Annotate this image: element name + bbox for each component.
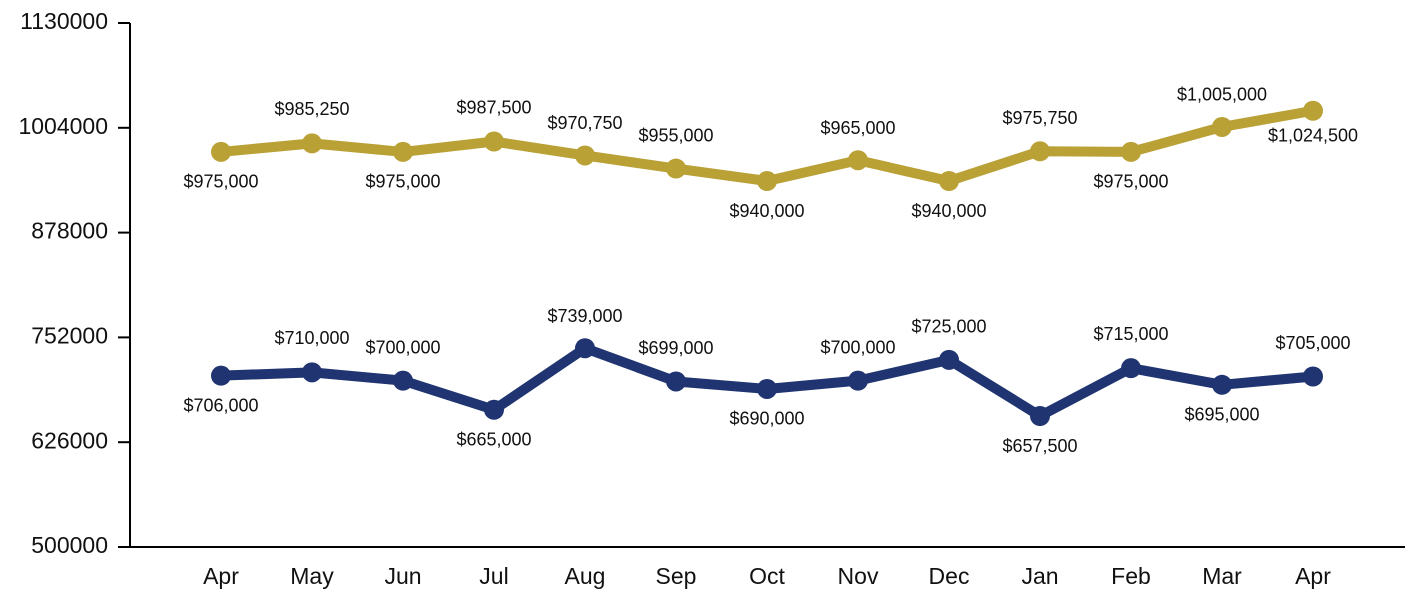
point xyxy=(757,171,777,192)
x-tick-label: Sep xyxy=(656,563,697,589)
point xyxy=(484,131,504,152)
point xyxy=(1030,406,1050,426)
value-label: $715,000 xyxy=(1093,324,1168,344)
y-tick-label: 878000 xyxy=(31,218,108,244)
value-label: $965,000 xyxy=(820,118,895,138)
value-label: $975,750 xyxy=(1002,108,1077,128)
value-label: $1,024,500 xyxy=(1268,125,1358,145)
x-tick-label: Jul xyxy=(479,563,508,589)
point xyxy=(848,150,868,171)
value-label: $975,000 xyxy=(365,172,440,192)
x-tick-label: Apr xyxy=(203,563,239,589)
value-label: $940,000 xyxy=(729,201,804,221)
point xyxy=(393,141,413,162)
point xyxy=(939,171,959,192)
value-label: $739,000 xyxy=(547,306,622,326)
point xyxy=(666,371,686,392)
x-tick-label: Oct xyxy=(749,563,785,589)
point xyxy=(484,399,504,420)
x-tick-label: Dec xyxy=(929,563,970,589)
point xyxy=(575,145,595,166)
point xyxy=(1303,366,1323,387)
point xyxy=(848,370,868,391)
point xyxy=(302,133,322,154)
series-line xyxy=(220,105,1314,187)
x-tick-label: Mar xyxy=(1202,563,1242,589)
value-label: $725,000 xyxy=(911,317,986,337)
point xyxy=(666,158,686,179)
value-label: $690,000 xyxy=(729,409,804,429)
point xyxy=(1030,141,1050,162)
y-tick-label: 1130000 xyxy=(20,8,108,34)
point xyxy=(1303,100,1323,121)
value-label: $955,000 xyxy=(638,125,713,145)
value-label: $700,000 xyxy=(365,337,440,357)
y-tick-label: 626000 xyxy=(31,427,108,453)
value-label: $695,000 xyxy=(1184,405,1259,425)
point xyxy=(1121,141,1141,162)
value-label: $706,000 xyxy=(183,395,258,415)
point xyxy=(393,370,413,391)
x-tick-label: Nov xyxy=(838,563,879,589)
y-tick-label: 500000 xyxy=(31,532,108,558)
x-tick-label: May xyxy=(290,563,334,589)
point xyxy=(1212,116,1232,137)
point xyxy=(302,362,322,383)
y-tick-label: 1004000 xyxy=(18,113,108,139)
value-label: $665,000 xyxy=(456,430,531,450)
value-label: $710,000 xyxy=(274,328,349,348)
x-tick-label: Feb xyxy=(1111,563,1151,589)
x-tick-label: Jan xyxy=(1021,563,1058,589)
value-label: $985,250 xyxy=(274,99,349,119)
value-label: $987,500 xyxy=(456,97,531,117)
point xyxy=(211,365,231,386)
point xyxy=(211,141,231,162)
y-tick-label: 752000 xyxy=(31,322,108,348)
value-label: $1,005,000 xyxy=(1177,85,1267,105)
point xyxy=(1212,374,1232,395)
value-label: $940,000 xyxy=(911,201,986,221)
point xyxy=(575,338,595,359)
x-tick-label: Jun xyxy=(384,563,421,589)
value-label: $975,000 xyxy=(1093,172,1168,192)
point xyxy=(939,349,959,370)
value-label: $657,500 xyxy=(1002,436,1077,456)
value-label: $700,000 xyxy=(820,337,895,357)
x-tick-label: Aug xyxy=(565,563,606,589)
value-label: $975,000 xyxy=(183,172,258,192)
x-tick-label: Apr xyxy=(1295,563,1331,589)
value-label: $705,000 xyxy=(1275,333,1350,353)
value-label: $699,000 xyxy=(638,338,713,358)
point xyxy=(1121,358,1141,379)
point xyxy=(757,378,777,399)
value-label: $970,750 xyxy=(547,113,622,133)
